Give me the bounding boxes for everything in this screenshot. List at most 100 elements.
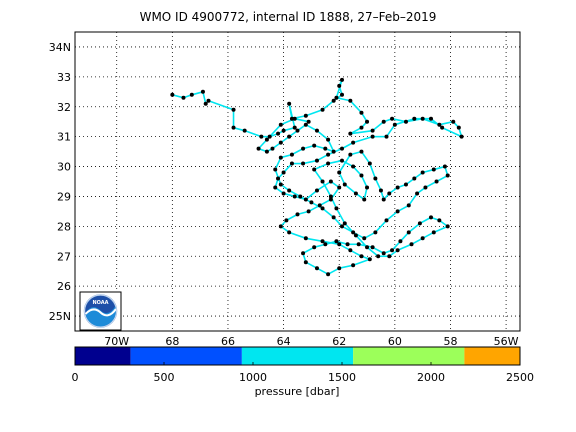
track-segment [305,123,318,132]
position-point [403,182,408,187]
track-segment [327,159,343,165]
position-point [292,125,297,130]
position-point [314,266,319,271]
track-segment [316,130,329,141]
lat-tick-label: 26 [57,280,71,293]
position-point [323,146,328,151]
position-point [301,251,306,256]
position-point [278,224,283,229]
position-point [351,164,356,169]
position-point [287,188,292,193]
position-point [331,149,336,154]
position-point [362,236,367,241]
track-segment [349,249,362,257]
track-segment [327,139,335,152]
lat-tick-label: 31 [57,131,71,144]
lon-tick-label: 62 [332,335,346,348]
track-segment [355,234,368,248]
position-point [376,254,381,259]
position-point [359,173,364,178]
position-point [242,128,247,133]
position-point [420,116,425,121]
noaa-logo: NOAA [79,291,122,331]
position-point [381,119,386,124]
track-segment [366,246,379,257]
latitude-tick-labels: 25N 26 27 28 29 30 31 32 33 34N [49,41,71,323]
position-point [264,149,269,154]
track-segment [302,159,318,165]
track-segment [391,240,401,251]
position-point [326,152,331,157]
track-segment [316,180,332,192]
position-point [303,260,308,265]
position-point [303,236,308,241]
position-point [437,218,442,223]
position-point [256,146,261,151]
track-segment [244,129,262,138]
position-point [348,152,353,157]
position-point [334,206,339,211]
lat-tick-label: 32 [57,101,71,114]
position-point [287,230,292,235]
position-point [284,218,289,223]
position-point [301,146,306,151]
position-point [189,92,194,97]
position-point [306,119,311,124]
track-segment [335,208,346,224]
position-point [348,98,353,103]
track-segment [341,225,354,234]
position-point [381,197,386,202]
position-point [362,197,367,202]
lon-tick-label: 58 [443,335,457,348]
position-point [365,245,370,250]
position-point [306,209,311,214]
position-point [276,131,281,136]
track-segment [352,166,363,177]
track-segment [336,96,351,102]
position-point [415,191,420,196]
position-point [170,92,175,97]
position-point [292,194,297,199]
position-point [259,134,264,139]
position-point [289,152,294,157]
track-segment [338,243,351,251]
track-segment [305,108,323,117]
track-segment [319,198,332,207]
position-point [359,254,364,259]
position-point [270,146,275,151]
track-segment [288,103,293,119]
position-point [314,158,319,163]
track-segment [374,219,388,233]
position-point [303,113,308,118]
track-segment [397,243,412,252]
lat-tick-label: 25N [49,310,71,323]
position-point [390,248,395,253]
position-point [273,167,278,172]
position-point [301,161,306,166]
track-segment [441,126,462,138]
track-segment [285,213,298,222]
track-segment [283,163,293,174]
track-segment [305,237,323,243]
chart-title: WMO ID 4900772, internal ID 1888, 27–Feb… [139,10,437,24]
track-segment [316,267,329,275]
position-point [295,212,300,217]
position-point [331,215,336,220]
track-segment [339,264,354,269]
position-point [340,92,344,97]
position-point [417,221,422,226]
position-point [289,116,294,121]
position-point [340,224,344,229]
position-point [292,116,297,121]
track-segment [363,231,376,240]
position-point [434,179,439,184]
position-point [231,107,236,112]
position-point [412,116,417,121]
track-segment [208,100,234,111]
track-segment [369,163,377,179]
track-segment [202,91,207,104]
map-axes: 70W 68 66 64 62 60 58 56W 25N 26 27 28 29 30 31 32 33 34… [49,31,521,348]
track-segment [313,169,324,182]
position-point [440,125,445,130]
